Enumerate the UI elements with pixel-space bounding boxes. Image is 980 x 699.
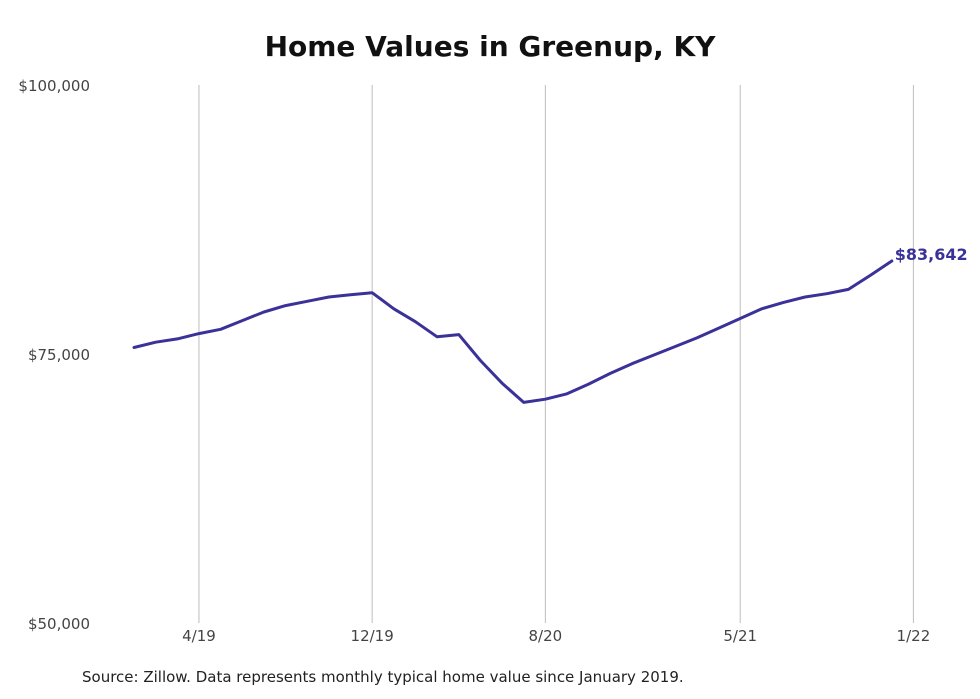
- x-tick-label: 4/19: [182, 627, 216, 645]
- chart-title: Home Values in Greenup, KY: [264, 30, 716, 63]
- series: $83,642: [132, 245, 968, 404]
- y-tick-label: $50,000: [28, 615, 90, 633]
- series-line: [132, 259, 894, 404]
- x-tick-label: 5/21: [723, 627, 757, 645]
- y-axis: $100,000 $75,000 $50,000: [18, 77, 90, 633]
- x-axis: 4/19 12/19 8/20 5/21 1/22: [182, 627, 930, 645]
- gridlines: [198, 85, 914, 623]
- x-tick-label: 1/22: [897, 627, 931, 645]
- source-note: Source: Zillow. Data represents monthly …: [82, 668, 684, 686]
- end-value-label: $83,642: [895, 245, 968, 264]
- x-tick-label: 12/19: [351, 627, 394, 645]
- x-tick-label: 8/20: [529, 627, 563, 645]
- y-tick-label: $100,000: [18, 77, 90, 95]
- y-tick-label: $75,000: [28, 346, 90, 364]
